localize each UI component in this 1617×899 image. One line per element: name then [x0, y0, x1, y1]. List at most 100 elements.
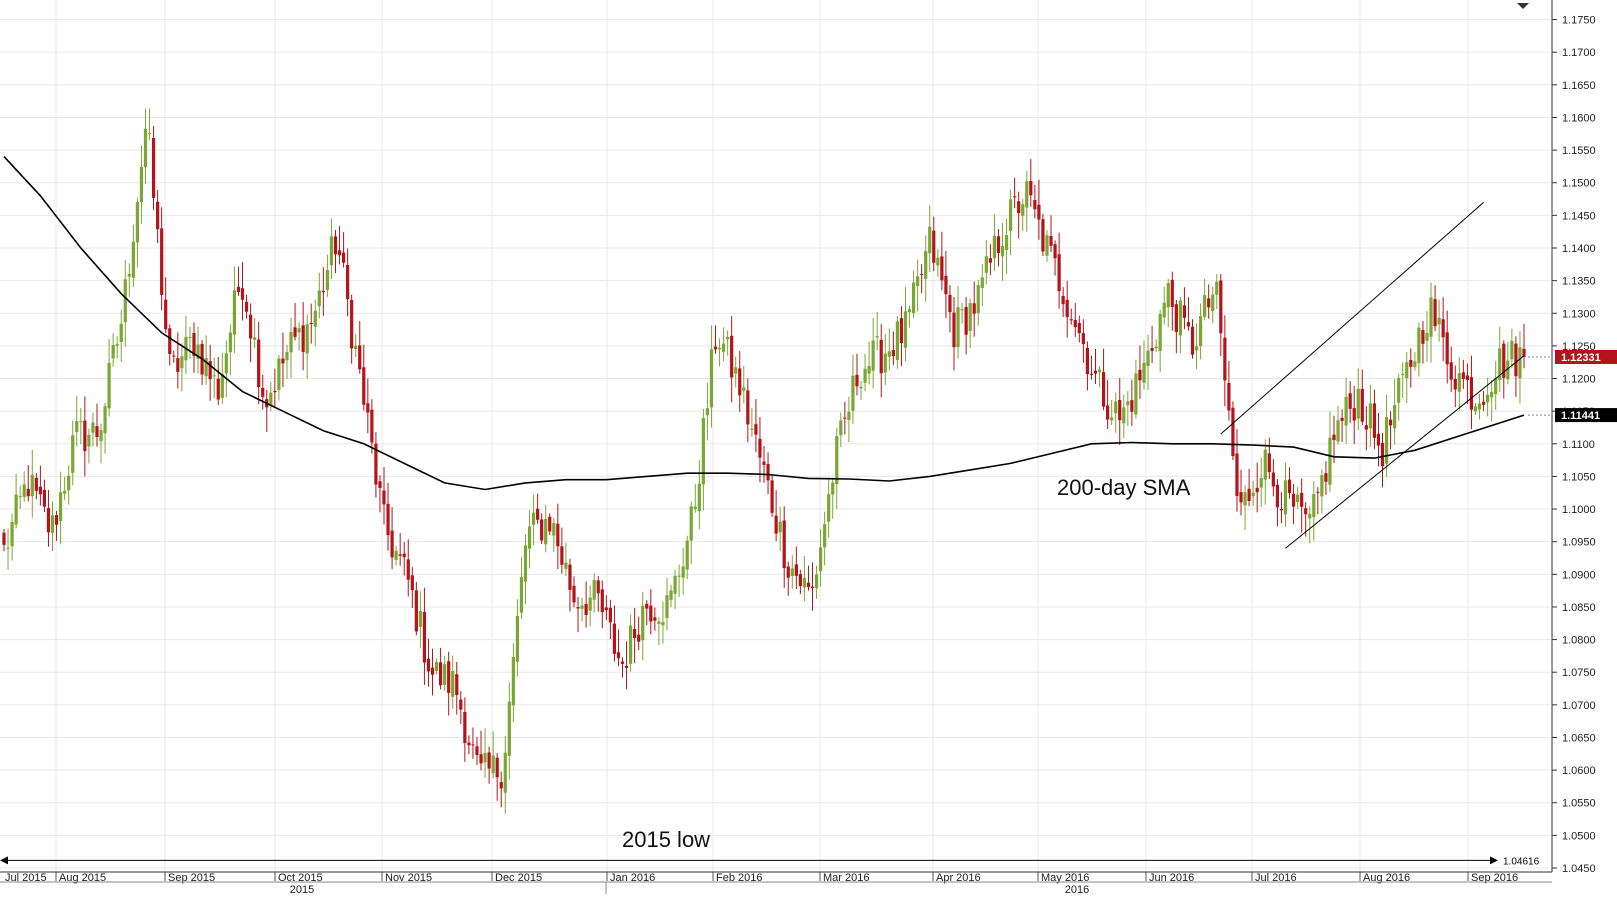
candle-body	[1170, 279, 1174, 307]
candle-body	[1061, 295, 1065, 305]
candle-body	[1364, 425, 1368, 430]
price-tick-label: 1.1000	[1562, 504, 1596, 516]
price-tick-label: 1.1250	[1562, 341, 1596, 353]
candle-body	[1004, 235, 1009, 251]
candle-body	[1138, 369, 1142, 381]
candle-body	[770, 480, 774, 513]
candle-body	[608, 607, 612, 623]
candle-body	[362, 367, 366, 405]
candle-body	[1057, 254, 1061, 292]
candle-body	[277, 358, 281, 391]
price-tick-label: 1.1450	[1562, 210, 1596, 222]
candle-body	[147, 133, 152, 135]
candle-body	[248, 314, 253, 339]
candle-body	[818, 547, 823, 572]
candle-body	[1239, 492, 1243, 503]
candle-body	[479, 754, 483, 764]
last-price-badge-text: 1.12331	[1561, 352, 1601, 364]
trend-channel-upper	[1220, 201, 1484, 435]
candle-body	[527, 526, 532, 549]
candle-body	[1037, 204, 1041, 220]
candle-body	[168, 328, 172, 355]
candle-body	[63, 490, 67, 494]
candle-body	[883, 353, 887, 373]
candle-body	[1122, 407, 1126, 424]
menu-caret-icon[interactable]	[1517, 3, 1529, 9]
price-tick-label: 1.0650	[1562, 732, 1596, 744]
candle-body	[354, 345, 358, 349]
candle-body	[766, 464, 770, 481]
candle-body	[1251, 492, 1255, 497]
candle-body	[519, 577, 524, 613]
candle-body	[1243, 492, 1247, 506]
price-axis: 1.1750 1.1700 1.1650 1.1600 1.1550 1.1500 1.14…	[1551, 0, 1596, 875]
candle-body	[895, 321, 900, 360]
candle-body	[871, 340, 875, 371]
candle-body	[778, 521, 782, 533]
candle-body	[1433, 299, 1437, 327]
candle-body	[681, 566, 685, 578]
candle-body	[620, 661, 625, 664]
candle-body	[1106, 405, 1110, 420]
time-axis: Jul 2015 Aug 2015 Sep 2015 Oct 2015 Nov 2015…	[0, 871, 1552, 896]
candle-body	[402, 553, 406, 558]
candle-body	[1344, 396, 1348, 426]
candle-body	[1215, 281, 1219, 295]
candle-body	[1324, 473, 1328, 482]
candle-body	[220, 374, 224, 398]
price-tick-label: 1.1600	[1562, 112, 1596, 124]
candle-body	[940, 256, 944, 281]
candle-body	[596, 580, 600, 594]
candle-body	[1296, 494, 1300, 503]
candle-body	[843, 417, 847, 419]
candle-body	[536, 508, 540, 520]
candle-body	[289, 331, 293, 353]
candle-body	[1417, 327, 1421, 364]
candle-body	[192, 332, 196, 356]
candle-body	[54, 515, 59, 525]
candle-body	[1380, 442, 1385, 467]
price-tick-label: 1.1550	[1562, 145, 1596, 157]
candle-body	[738, 368, 742, 396]
year-label: 2015	[290, 884, 314, 894]
candle-body	[1356, 388, 1360, 419]
candle-body	[30, 474, 34, 497]
candle-body	[685, 540, 689, 570]
candle-body	[701, 417, 705, 485]
candle-body	[75, 421, 79, 432]
month-label: Feb 2016	[716, 872, 762, 884]
candle-body	[1089, 373, 1094, 375]
month-label: Aug 2015	[59, 872, 106, 884]
candle-body	[1437, 317, 1441, 325]
candle-body	[637, 634, 641, 642]
month-label: Mar 2016	[823, 872, 869, 884]
candle-body	[717, 347, 722, 350]
candle-body	[350, 300, 354, 349]
price-tick-label: 1.1050	[1562, 471, 1596, 483]
candle-body	[2, 532, 6, 545]
candle-body	[228, 332, 232, 353]
candle-body	[1130, 400, 1134, 412]
candle-body	[689, 506, 693, 541]
candle-body	[1279, 508, 1284, 511]
sma-value-badge	[1555, 408, 1617, 423]
candle-body	[386, 503, 390, 536]
candle-body	[273, 390, 277, 393]
candle-body	[406, 559, 410, 580]
candle-body	[786, 566, 790, 578]
candle-body	[754, 424, 758, 435]
candle-body	[107, 362, 111, 409]
candle-body	[810, 586, 815, 589]
price-tick-label: 1.1200	[1562, 374, 1596, 386]
candle-body	[71, 435, 75, 473]
candle-body	[1287, 479, 1292, 493]
candle-body	[1308, 513, 1312, 519]
month-label: Sep 2015	[168, 872, 215, 884]
month-label: Jul 2015	[5, 872, 47, 884]
candle-body	[1449, 362, 1453, 380]
candle-body	[434, 662, 439, 671]
candle-body	[1134, 373, 1138, 415]
price-tick-label: 1.1500	[1562, 178, 1596, 190]
candle-body	[1518, 347, 1522, 379]
candle-body	[956, 307, 960, 348]
